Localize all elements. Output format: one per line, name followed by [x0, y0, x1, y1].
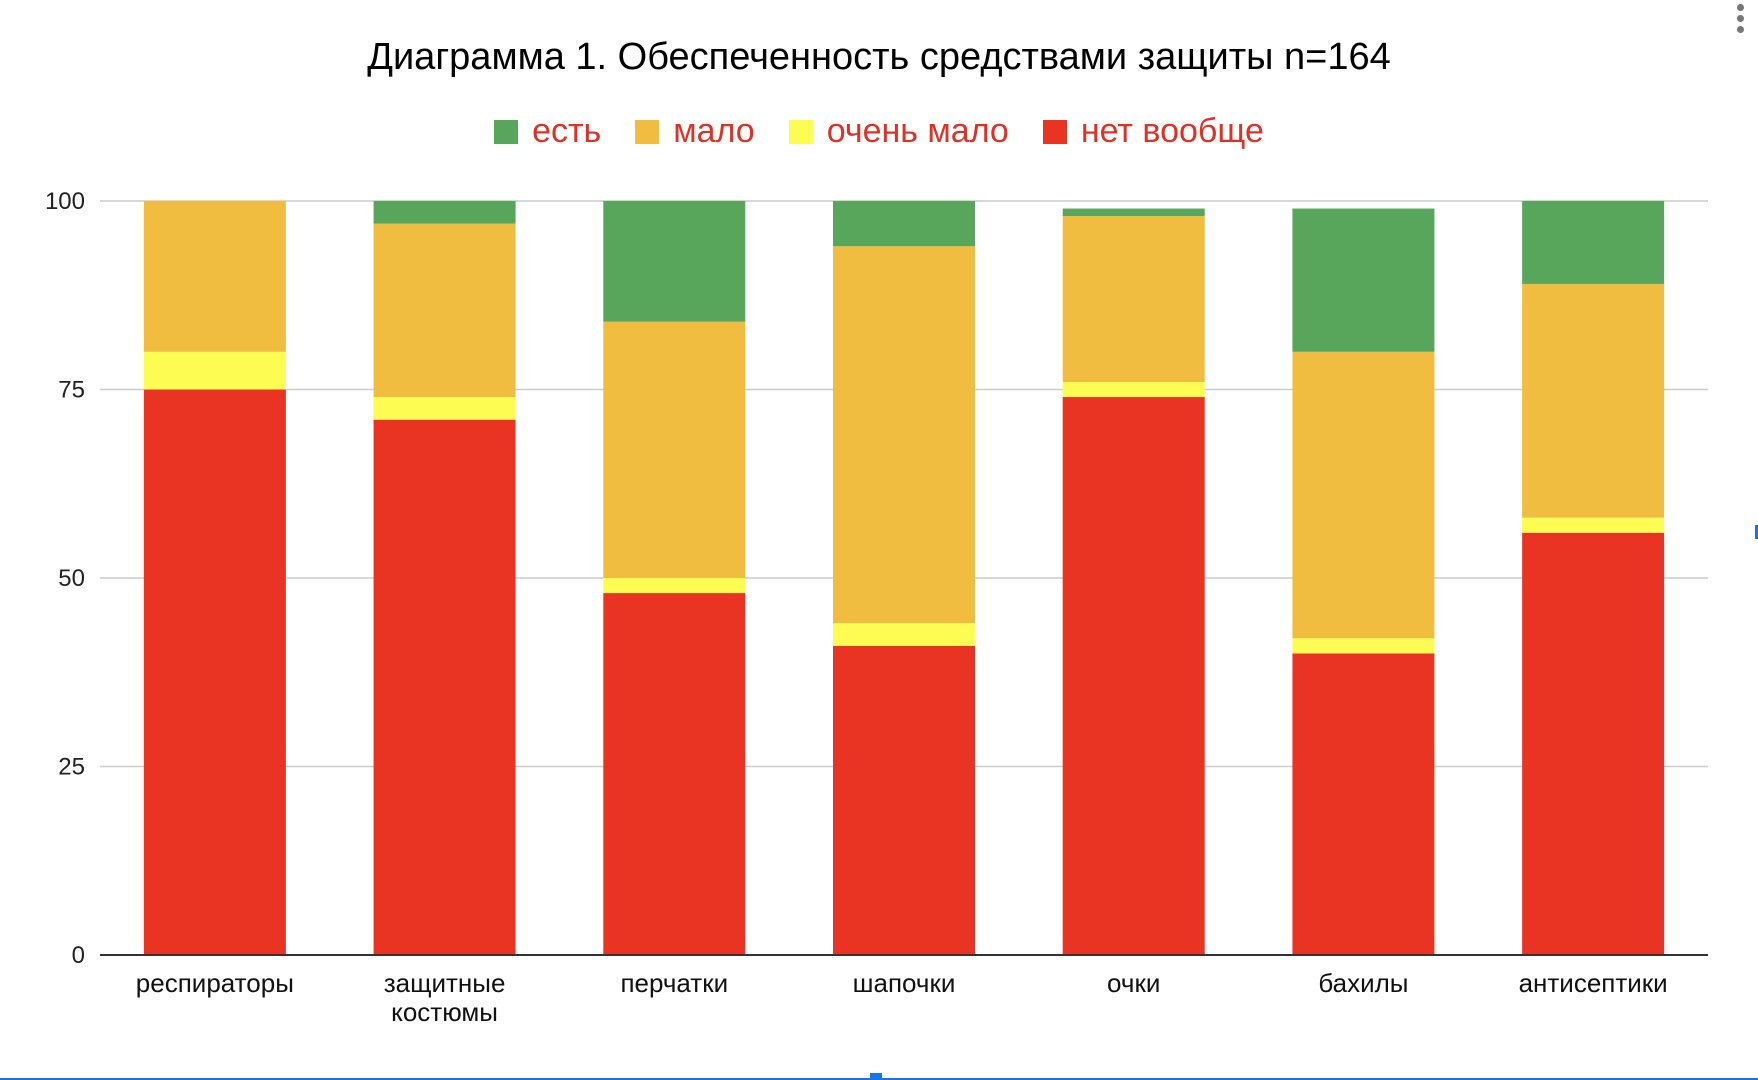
x-tick-label: очки: [1107, 968, 1160, 998]
y-tick-label: 75: [58, 377, 85, 404]
more-options-icon[interactable]: [1734, 4, 1748, 37]
bar-segment: [833, 645, 975, 955]
bar-segment: [1292, 208, 1435, 352]
bar-segment: [833, 201, 975, 247]
x-tick-label: антисептики: [1519, 968, 1668, 998]
legend-swatch: [788, 119, 813, 144]
bar-segment: [1292, 653, 1435, 955]
legend-swatch: [494, 119, 519, 144]
bar-segment: [603, 201, 746, 322]
x-tick-label: шапочки: [853, 968, 956, 998]
bar-segment: [373, 397, 516, 420]
legend-item: нет вообще: [1042, 112, 1264, 151]
side-resize-handle[interactable]: [1755, 525, 1758, 539]
legend-item: очень мало: [788, 112, 1009, 151]
legend-item: мало: [635, 112, 755, 151]
y-tick-label: 50: [58, 565, 85, 592]
y-tick-label: 100: [45, 188, 85, 215]
bar-segment: [143, 351, 286, 390]
x-tick-label: респираторы: [136, 968, 294, 998]
bar-segment: [1292, 638, 1435, 654]
x-tick-label: защитные: [384, 968, 506, 998]
legend-swatch: [635, 119, 660, 144]
chart-title: Диаграмма 1. Обеспеченность средствами з…: [367, 36, 1391, 78]
legend-item: есть: [494, 112, 601, 151]
resize-handle[interactable]: [870, 1073, 882, 1080]
bar-segment: [373, 223, 516, 398]
x-tick-label: костюмы: [391, 997, 498, 1027]
y-tick-label: 0: [72, 942, 85, 969]
bar-segment: [1522, 517, 1665, 533]
legend-label: очень мало: [826, 112, 1009, 150]
bar-segment: [1062, 216, 1205, 382]
bar-segment: [1522, 201, 1665, 284]
legend-swatch: [1042, 119, 1067, 144]
bar-segment: [1522, 283, 1665, 518]
bar-segment: [1292, 351, 1435, 639]
bar-segment: [603, 321, 746, 578]
bar-segment: [833, 246, 975, 624]
x-tick-label: бахилы: [1318, 968, 1408, 998]
bar-segment: [373, 201, 516, 224]
bar-segment: [1522, 532, 1665, 955]
bar-segment: [143, 201, 286, 352]
chart-legend: есть мало очень мало нет вообще: [0, 112, 1758, 151]
bar-segment: [1062, 208, 1205, 217]
legend-label: мало: [673, 112, 755, 150]
bar-segment: [1062, 381, 1205, 398]
bar-segment: [143, 389, 286, 955]
legend-label: есть: [532, 112, 602, 150]
bar-segment: [833, 623, 975, 646]
x-tick-label: перчатки: [620, 968, 728, 998]
legend-label: нет вообще: [1080, 112, 1264, 150]
bar-segment: [603, 593, 746, 955]
y-tick-label: 25: [58, 754, 85, 781]
bar-segment: [1062, 397, 1205, 955]
bar-segment: [603, 578, 746, 594]
bar-segment: [373, 419, 516, 955]
